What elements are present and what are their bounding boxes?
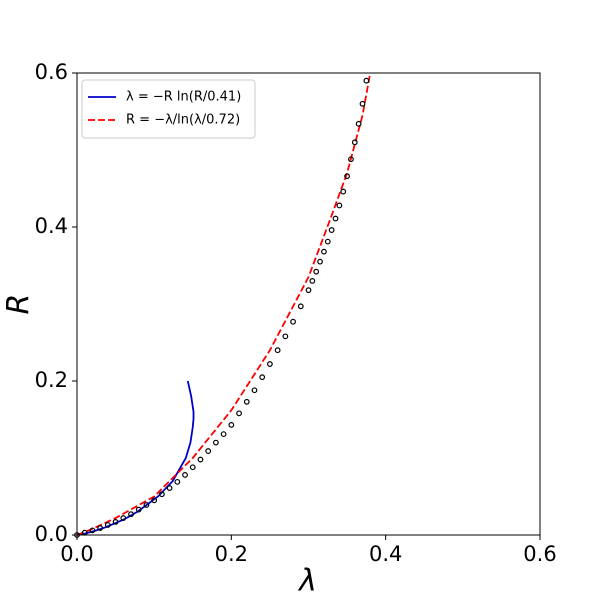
marker xyxy=(363,77,370,84)
x-tick-label: 0.4 xyxy=(369,542,402,566)
marker xyxy=(112,519,119,525)
y-axis-label: R xyxy=(2,294,37,315)
marker xyxy=(359,100,366,107)
marker xyxy=(340,188,347,195)
line xyxy=(76,380,195,536)
marker xyxy=(317,258,323,265)
marker xyxy=(297,303,304,310)
marker xyxy=(348,156,354,163)
marker xyxy=(189,464,196,471)
marker xyxy=(351,139,358,146)
marker xyxy=(158,491,165,498)
marker xyxy=(97,525,104,531)
marker xyxy=(259,374,266,381)
marker xyxy=(104,522,111,528)
marker xyxy=(309,278,316,284)
marker xyxy=(274,347,281,354)
marker xyxy=(236,410,242,417)
y-tick-label: 0.2 xyxy=(35,368,68,392)
marker xyxy=(212,439,219,446)
marker xyxy=(166,485,173,491)
x-axis-label: λ xyxy=(297,564,317,599)
x-tick-label: 0.0 xyxy=(60,542,93,566)
marker xyxy=(344,173,350,180)
marker xyxy=(313,268,320,275)
marker xyxy=(243,398,250,405)
marker xyxy=(182,472,188,478)
marker xyxy=(321,248,327,255)
marker xyxy=(305,287,312,294)
marker xyxy=(336,202,343,209)
marker xyxy=(135,506,142,513)
y-tick-label: 0.0 xyxy=(35,522,68,546)
marker xyxy=(355,120,362,127)
line xyxy=(76,72,372,536)
y-tick-label: 0.4 xyxy=(35,214,68,238)
x-tick-label: 0.6 xyxy=(523,542,556,566)
marker xyxy=(128,511,134,518)
marker xyxy=(205,448,212,454)
marker xyxy=(332,215,339,222)
marker xyxy=(324,238,331,245)
marker xyxy=(267,361,273,367)
marker xyxy=(282,333,289,340)
plot-frame xyxy=(76,72,541,536)
marker xyxy=(89,527,96,534)
marker xyxy=(228,421,235,428)
marker xyxy=(143,502,150,508)
legend-label: R = −λ/ln(λ/0.72) xyxy=(126,113,240,128)
marker xyxy=(251,387,258,394)
marker xyxy=(120,515,127,521)
marker xyxy=(197,456,204,463)
x-tick-label: 0.2 xyxy=(215,542,248,566)
legend-label: λ = −R ln(R/0.41) xyxy=(126,90,241,105)
marker xyxy=(151,497,158,504)
marker xyxy=(290,318,296,325)
marker xyxy=(174,478,181,485)
y-tick-label: 0.6 xyxy=(35,60,68,84)
legend-box xyxy=(81,79,256,139)
marker xyxy=(220,431,227,438)
marker xyxy=(328,227,335,233)
